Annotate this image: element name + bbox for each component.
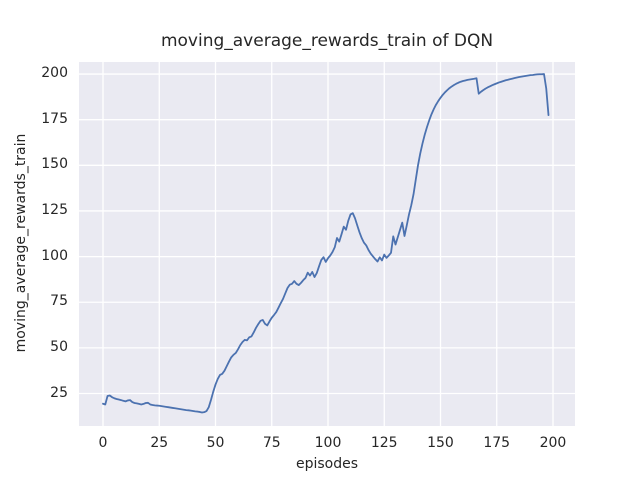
y-tick-label: 150 bbox=[41, 156, 68, 173]
x-tick-label: 50 bbox=[206, 435, 225, 451]
plot-background bbox=[79, 62, 575, 426]
plot-svg bbox=[79, 62, 575, 426]
x-tick-label: 200 bbox=[539, 435, 567, 451]
y-tick-label: 25 bbox=[50, 384, 68, 401]
y-tick-label: 75 bbox=[50, 293, 68, 310]
plot-area bbox=[79, 62, 575, 426]
chart-title: moving_average_rewards_train of DQN bbox=[160, 31, 494, 51]
x-tick-label: 150 bbox=[427, 435, 454, 451]
y-tick-label: 50 bbox=[50, 338, 68, 355]
x-tick-label: 100 bbox=[314, 435, 342, 451]
y-tick-label: 175 bbox=[41, 110, 68, 127]
y-tick-label: 200 bbox=[41, 65, 68, 82]
x-tick-label: 175 bbox=[483, 435, 511, 451]
y-tick-label: 100 bbox=[41, 247, 68, 264]
x-tick-label: 125 bbox=[370, 435, 398, 451]
x-tick-label: 0 bbox=[98, 435, 108, 451]
reward-line bbox=[102, 73, 550, 414]
x-tick-label: 25 bbox=[150, 435, 169, 451]
y-tick-label: 125 bbox=[41, 201, 68, 218]
x-axis-label: episodes bbox=[295, 456, 359, 472]
x-tick-label: 75 bbox=[262, 435, 281, 451]
